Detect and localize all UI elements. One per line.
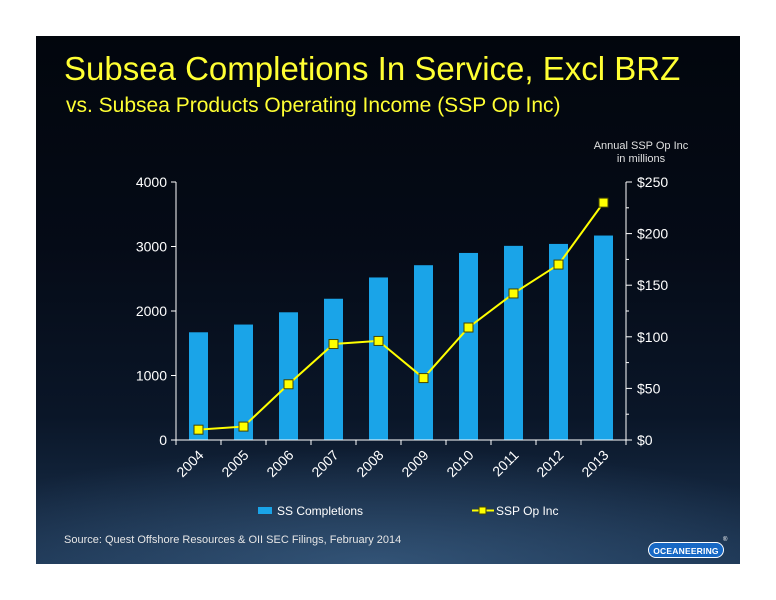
bar-2004 xyxy=(189,332,208,440)
bar-2008 xyxy=(369,277,388,440)
point-2012 xyxy=(553,259,564,270)
point-2008 xyxy=(373,335,384,346)
bar-2007 xyxy=(324,298,343,440)
right-axis-note: Annual SSP Op Inc in millions xyxy=(576,140,706,166)
y-right-tick-label: $0 xyxy=(637,432,653,448)
slide: Subsea Completions In Service, Excl BRZ … xyxy=(36,36,740,564)
right-axis-note-line2: in millions xyxy=(616,153,666,165)
point-2006 xyxy=(283,379,294,390)
y-right-tick-label: $200 xyxy=(637,226,668,242)
point-2004 xyxy=(193,424,204,435)
y-left-tick-label: 0 xyxy=(159,432,167,448)
bar-2011 xyxy=(504,245,523,440)
line-ssp-op-inc xyxy=(198,202,605,431)
point-2009 xyxy=(418,373,429,384)
x-tick-label-2004: 2004 xyxy=(173,447,206,480)
bar-2009 xyxy=(414,265,433,440)
y-left-tick-label: 2000 xyxy=(136,303,167,319)
bar-2006 xyxy=(279,312,298,440)
chart-subtitle: vs. Subsea Products Operating Income (SS… xyxy=(66,94,561,117)
x-tick-label-2011: 2011 xyxy=(489,447,522,480)
legend-swatch-ss-completions xyxy=(258,507,272,514)
registered-mark: ® xyxy=(723,537,728,543)
y-right-tick-label: $150 xyxy=(637,277,668,293)
y-left-tick-label: 3000 xyxy=(136,239,167,255)
bar-2005 xyxy=(234,324,253,440)
point-2011 xyxy=(508,288,519,299)
y-right-tick-label: $250 xyxy=(637,174,668,190)
y-left-tick-label: 4000 xyxy=(136,174,167,190)
y-right-tick-label: $50 xyxy=(637,380,661,396)
combo-chart: 0 1000 2000 3000 4000 $0 $50 $100 $150 $200 $250 20… xyxy=(136,174,669,518)
x-tick-label-2005: 2005 xyxy=(218,447,251,480)
y-left-tick-label: 1000 xyxy=(136,368,167,384)
oceaneering-logo: OCEANEERING xyxy=(648,542,724,558)
source-note: Source: Quest Offshore Resources & OII S… xyxy=(64,534,402,546)
y-right-tick-label: $100 xyxy=(637,329,668,345)
x-tick-label-2006: 2006 xyxy=(263,447,296,480)
x-tick-label-2013: 2013 xyxy=(578,447,611,480)
legend-label-ssp-op-inc: SSP Op Inc xyxy=(496,504,558,518)
x-tick-label-2012: 2012 xyxy=(533,447,566,480)
bar-2010 xyxy=(459,252,478,440)
x-tick-label-2009: 2009 xyxy=(398,447,431,480)
bar-2013 xyxy=(594,235,613,440)
point-2007 xyxy=(328,339,339,350)
point-2013 xyxy=(598,197,609,208)
point-2005 xyxy=(238,421,249,432)
chart-title: Subsea Completions In Service, Excl BRZ xyxy=(64,50,681,87)
right-axis-note-line1: Annual SSP Op Inc xyxy=(593,140,689,152)
legend-marker-ssp-op-inc xyxy=(478,506,487,515)
x-tick-label-2008: 2008 xyxy=(353,447,386,480)
point-2010 xyxy=(463,322,474,333)
x-tick-label-2010: 2010 xyxy=(443,447,476,480)
legend-label-ss-completions: SS Completions xyxy=(277,504,363,518)
bar-2012 xyxy=(549,243,568,440)
x-tick-label-2007: 2007 xyxy=(308,447,341,480)
